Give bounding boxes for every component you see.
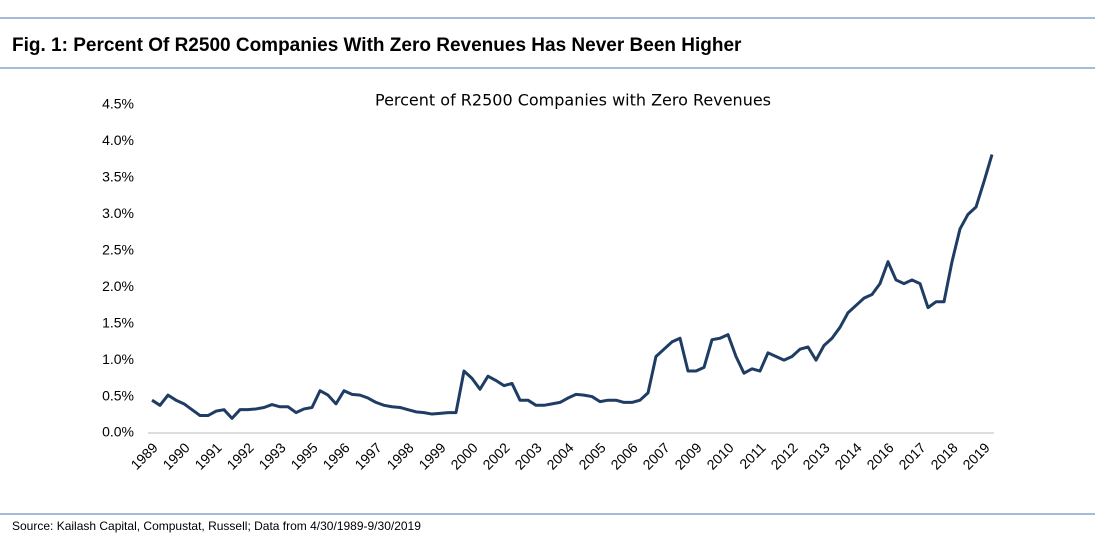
y-tick-label: 0.0% <box>102 424 134 440</box>
y-tick-label: 4.0% <box>102 132 134 148</box>
y-tick-label: 0.5% <box>102 387 134 403</box>
x-tick-label: 2005 <box>575 439 608 472</box>
figure-title: Fig. 1: Percent Of R2500 Companies With … <box>12 35 742 56</box>
x-tick-label: 2000 <box>447 439 480 472</box>
y-tick-label: 3.5% <box>102 169 134 185</box>
y-tick-label: 2.5% <box>102 241 134 257</box>
x-tick-label: 2010 <box>703 439 736 472</box>
x-tick-label: 1998 <box>383 439 416 472</box>
y-tick-label: 2.0% <box>102 278 134 294</box>
chart-title: Percent of R2500 Companies with Zero Rev… <box>375 91 771 110</box>
x-tick-label: 2002 <box>479 439 512 472</box>
x-tick-label: 1992 <box>223 439 256 472</box>
x-tick-label: 2019 <box>959 439 992 472</box>
x-tick-label: 2003 <box>511 439 544 472</box>
x-tick-label: 1996 <box>319 439 352 472</box>
y-tick-label: 3.0% <box>102 205 134 221</box>
x-tick-label: 1991 <box>191 439 224 472</box>
x-tick-label: 1993 <box>255 439 288 472</box>
x-tick-label: 1990 <box>159 439 192 472</box>
y-tick-label: 1.0% <box>102 351 134 367</box>
x-tick-label: 2012 <box>767 439 800 472</box>
x-tick-label: 2014 <box>831 439 864 472</box>
x-tick-label: 2004 <box>543 439 576 472</box>
x-tick-label: 2017 <box>895 439 928 472</box>
x-tick-label: 1989 <box>127 439 160 472</box>
x-tick-label: 2011 <box>736 439 769 472</box>
source-note: Source: Kailash Capital, Compustat, Russ… <box>12 519 421 533</box>
x-tick-label: 2009 <box>671 439 704 472</box>
x-tick-label: 2016 <box>863 439 896 472</box>
y-tick-label: 4.5% <box>102 96 134 112</box>
x-tick-label: 2018 <box>927 439 960 472</box>
x-tick-label: 2013 <box>799 439 832 472</box>
x-tick-label: 2007 <box>639 439 672 472</box>
x-tick-label: 1997 <box>351 439 384 472</box>
y-tick-label: 1.5% <box>102 314 134 330</box>
x-tick-label: 1999 <box>415 439 448 472</box>
x-tick-label: 1995 <box>287 439 320 472</box>
data-line <box>151 154 994 420</box>
x-tick-label: 2006 <box>607 439 640 472</box>
